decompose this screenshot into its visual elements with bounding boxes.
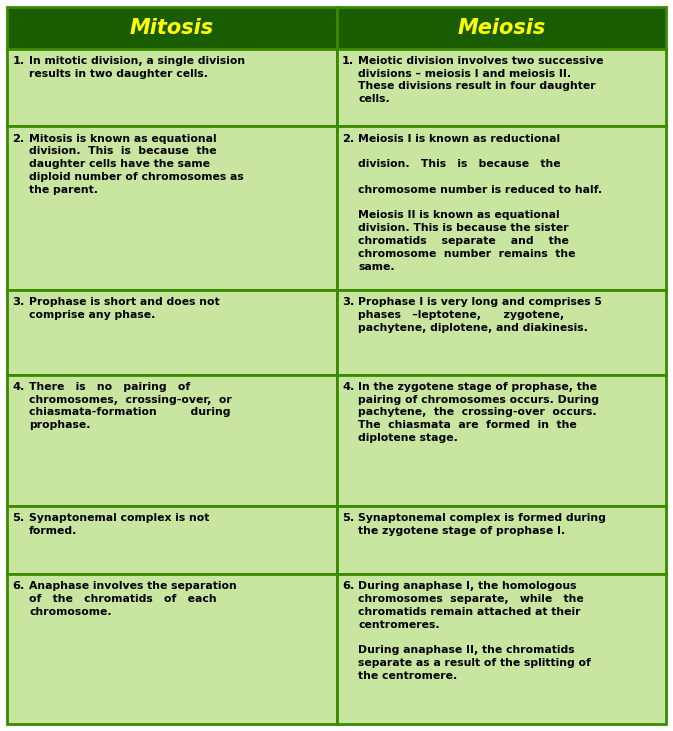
Bar	[7, 574, 336, 724]
Bar	[336, 290, 666, 374]
Text: In the zygotene stage of prophase, the
pairing of chromosomes occurs. During
pac: In the zygotene stage of prophase, the p…	[359, 382, 600, 443]
Text: During anaphase I, the homologous
chromosomes  separate,   while   the
chromatid: During anaphase I, the homologous chromo…	[359, 581, 592, 681]
Text: Mitosis: Mitosis	[130, 18, 214, 38]
Bar	[336, 506, 666, 574]
Bar	[7, 126, 336, 290]
Bar	[336, 126, 666, 290]
Bar	[7, 506, 336, 574]
Text: Meiotic division involves two successive
divisions – meiosis I and meiosis II.
T: Meiotic division involves two successive…	[359, 56, 604, 105]
Bar	[7, 290, 336, 374]
Text: 4.: 4.	[13, 382, 25, 392]
Text: Synaptonemal complex is not
formed.: Synaptonemal complex is not formed.	[29, 513, 209, 536]
Bar	[7, 7, 336, 48]
Text: 5.: 5.	[342, 513, 354, 523]
Text: 4.: 4.	[342, 382, 355, 392]
Bar	[7, 48, 336, 126]
Bar	[336, 7, 666, 48]
Text: Synaptonemal complex is formed during
the zygotene stage of prophase I.: Synaptonemal complex is formed during th…	[359, 513, 606, 536]
Text: 6.: 6.	[13, 581, 25, 591]
Text: Prophase I is very long and comprises 5
phases   –leptotene,      zygotene,
pach: Prophase I is very long and comprises 5 …	[359, 298, 602, 333]
Text: There   is   no   pairing   of
chromosomes,  crossing-over,  or
chiasmata-format: There is no pairing of chromosomes, cros…	[29, 382, 232, 430]
Text: 1.: 1.	[13, 56, 25, 66]
Text: Mitosis is known as equational
division.  This  is  because  the
daughter cells : Mitosis is known as equational division.…	[29, 134, 244, 194]
Text: Prophase is short and does not
comprise any phase.: Prophase is short and does not comprise …	[29, 298, 219, 320]
Text: 2.: 2.	[13, 134, 25, 143]
Text: Meiosis I is known as reductional

division.   This   is   because   the

chromo: Meiosis I is known as reductional divisi…	[359, 134, 602, 271]
Bar	[336, 48, 666, 126]
Text: In mitotic division, a single division
results in two daughter cells.: In mitotic division, a single division r…	[29, 56, 245, 79]
Text: Anaphase involves the separation
of   the   chromatids   of   each
chromosome.: Anaphase involves the separation of the …	[29, 581, 237, 617]
Text: 5.: 5.	[13, 513, 25, 523]
Text: 6.: 6.	[342, 581, 355, 591]
Text: 2.: 2.	[342, 134, 354, 143]
Text: 3.: 3.	[342, 298, 355, 308]
Text: Meiosis: Meiosis	[457, 18, 545, 38]
Bar	[336, 374, 666, 506]
Text: 3.: 3.	[13, 298, 25, 308]
Text: 1.: 1.	[342, 56, 354, 66]
Bar	[7, 374, 336, 506]
Bar	[336, 574, 666, 724]
